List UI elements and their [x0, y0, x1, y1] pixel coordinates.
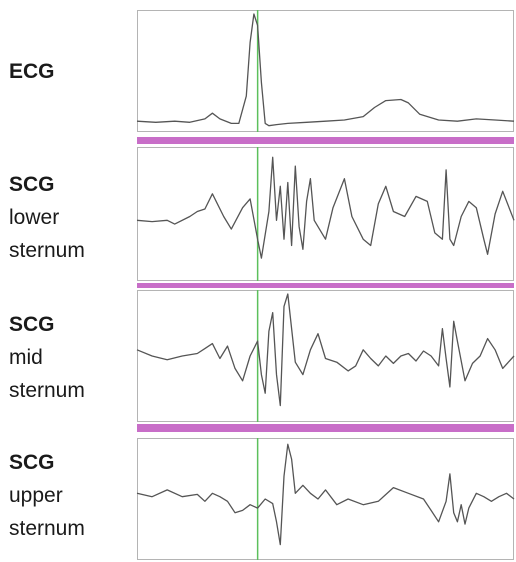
label-scg-mid: SCG mid sternum: [9, 308, 85, 407]
label-scg-upper-title: SCG: [9, 451, 55, 474]
trace-scg-mid: [136, 293, 515, 407]
separator-band-1: [137, 137, 514, 144]
label-scg-upper-line1: upper: [9, 484, 63, 507]
separator-band-3: [137, 424, 514, 432]
label-ecg: ECG: [9, 55, 55, 88]
label-scg-lower: SCG lower sternum: [9, 168, 85, 267]
trace-ecg: [136, 13, 515, 127]
label-scg-mid-line2: sternum: [9, 379, 85, 402]
label-scg-upper: SCG upper sternum: [9, 446, 85, 545]
label-scg-lower-line2: sternum: [9, 239, 85, 262]
label-scg-upper-line2: sternum: [9, 517, 85, 540]
separator-band-2: [137, 283, 514, 288]
label-ecg-title: ECG: [9, 60, 55, 83]
label-scg-lower-line1: lower: [9, 206, 60, 229]
panel-frame-scg-lower: [137, 147, 514, 281]
panel-frame-scg-mid: [137, 290, 514, 422]
label-scg-lower-title: SCG: [9, 173, 55, 196]
label-scg-mid-line1: mid: [9, 346, 43, 369]
trace-scg-upper: [136, 443, 515, 546]
label-scg-mid-title: SCG: [9, 313, 55, 336]
panel-frame-ecg: [137, 10, 514, 132]
panel-frame-scg-upper: [137, 438, 514, 560]
trace-scg-lower: [136, 156, 515, 259]
